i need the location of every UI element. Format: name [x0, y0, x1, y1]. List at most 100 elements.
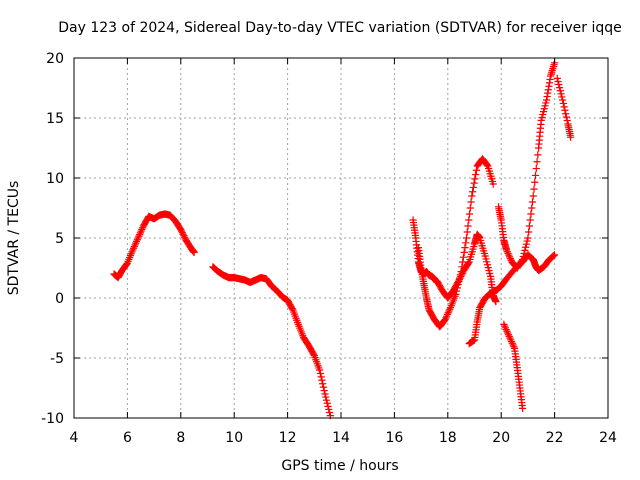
data-point — [482, 255, 490, 263]
data-point — [528, 198, 537, 206]
data-point — [319, 380, 327, 388]
data-point — [316, 366, 324, 374]
data-point — [518, 257, 526, 265]
data-point — [483, 261, 492, 269]
x-tick-label: 22 — [546, 430, 564, 446]
data-point — [465, 210, 474, 218]
data-point — [558, 93, 566, 101]
data-point — [468, 188, 477, 196]
tick-labels: 4 6 8 10 12 14 16 18 20 22 24 -10 -5 0 5 10 15 20 — [41, 51, 617, 446]
data-point — [318, 376, 326, 384]
data-point — [316, 369, 325, 378]
data-point — [320, 386, 328, 395]
x-tick-label: 6 — [123, 430, 132, 446]
x-tick-label: 16 — [385, 430, 403, 446]
data-point — [466, 204, 474, 212]
data-point — [537, 116, 545, 124]
data-point — [323, 399, 331, 407]
x-tick-label: 20 — [492, 430, 510, 446]
data-point — [518, 256, 527, 264]
data-point — [554, 77, 562, 86]
data-point — [531, 171, 540, 180]
series-final-decline — [553, 74, 575, 141]
x-tick-label: 8 — [176, 430, 185, 446]
y-axis-label: SDTVAR / TECUs — [6, 181, 22, 296]
data-point — [542, 99, 550, 107]
data-point — [469, 183, 477, 192]
data-point — [483, 161, 491, 169]
data-point — [522, 240, 530, 248]
data-point — [555, 84, 564, 92]
data-point — [325, 405, 333, 414]
x-tick-label: 14 — [332, 430, 350, 446]
data-point — [522, 243, 530, 251]
data-point — [556, 87, 564, 95]
data-point — [521, 246, 529, 254]
data-point — [525, 222, 534, 230]
x-axis-label: GPS time / hours — [281, 458, 398, 474]
y-tick-label: 15 — [46, 111, 64, 127]
data-point — [484, 264, 492, 272]
data-point — [472, 166, 481, 174]
data-point — [527, 210, 535, 218]
data-point — [464, 222, 472, 230]
data-point — [533, 158, 541, 166]
data-point — [518, 404, 527, 412]
data-point — [563, 116, 571, 125]
data-point — [561, 106, 569, 114]
data-point — [567, 133, 575, 141]
data-point — [322, 393, 330, 401]
data-point — [559, 99, 567, 108]
data-point — [557, 90, 565, 98]
y-tick-label: -5 — [50, 351, 64, 367]
data-point — [470, 179, 478, 187]
data-point — [324, 402, 332, 410]
data-point — [531, 178, 539, 186]
data-point — [465, 216, 473, 224]
x-tick-label: 4 — [70, 430, 79, 446]
data-point — [539, 110, 547, 119]
data-point — [460, 248, 468, 256]
data-point — [463, 228, 471, 236]
data-point — [523, 237, 531, 245]
data-point — [525, 228, 533, 236]
data-point — [553, 74, 561, 82]
data-point — [532, 164, 540, 173]
x-tick-label: 10 — [225, 430, 243, 446]
data-point — [541, 102, 549, 110]
data-point — [471, 175, 479, 183]
data-point — [559, 96, 567, 104]
data-point — [481, 252, 489, 260]
y-tick-label: 10 — [46, 171, 64, 187]
data-point — [539, 108, 548, 116]
data-point — [461, 244, 469, 252]
series-midday-decline — [209, 263, 334, 420]
data-point — [462, 239, 470, 247]
series-morning-arc — [110, 210, 198, 282]
grid — [74, 58, 608, 418]
data-point — [459, 253, 468, 261]
data-point — [550, 251, 558, 260]
data-point — [562, 110, 570, 118]
data-point — [462, 234, 471, 242]
y-tick-label: 5 — [55, 231, 64, 247]
data-point — [520, 249, 528, 258]
data-point — [190, 248, 198, 256]
data-point — [529, 192, 537, 200]
data-point — [321, 390, 329, 398]
data-point — [459, 258, 467, 266]
data-point — [528, 204, 536, 212]
data-point — [467, 198, 475, 206]
data-point — [485, 266, 493, 275]
data-point — [492, 298, 500, 306]
x-tick-label: 12 — [279, 430, 297, 446]
data-point — [317, 373, 325, 381]
axis-ticks — [73, 57, 609, 419]
x-tick-label: 24 — [599, 430, 617, 446]
data-point — [534, 151, 542, 159]
data-point — [540, 105, 548, 113]
chart-title: Day 123 of 2024, Sidereal Day-to-day VTE… — [58, 20, 622, 36]
data-point — [560, 103, 568, 111]
data-point — [483, 258, 491, 266]
